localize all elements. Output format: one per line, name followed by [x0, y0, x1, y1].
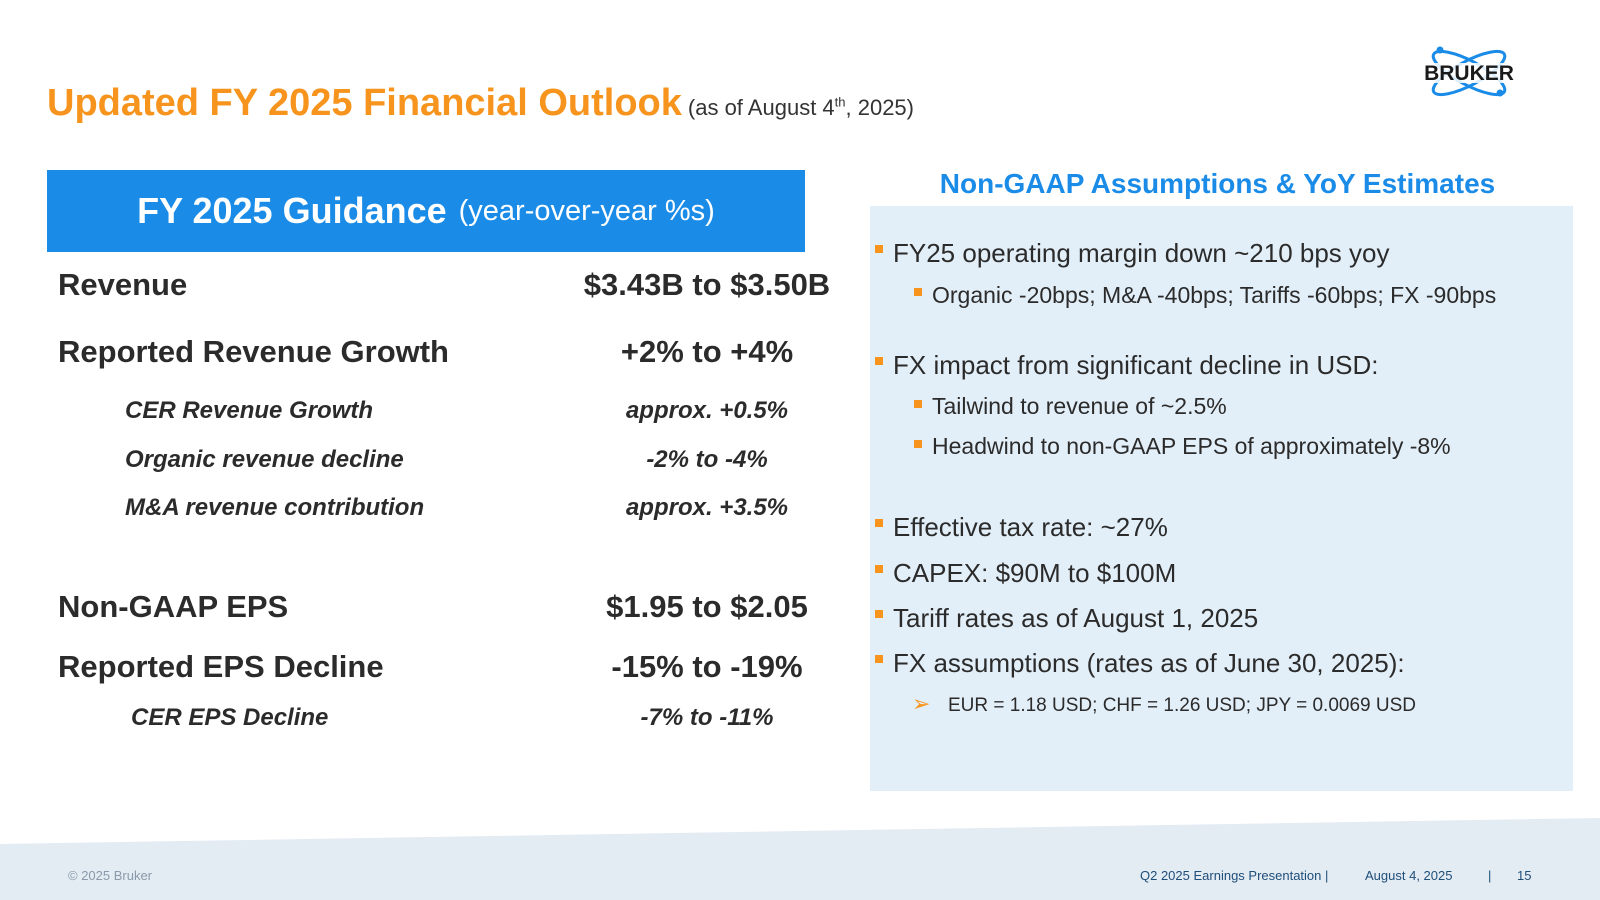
row-value: $3.43B to $3.50B: [583, 267, 831, 302]
title-main: Updated FY 2025 Financial Outlook: [47, 82, 682, 124]
assumption-subitem: Organic -20bps; M&A -40bps; Tariffs -60b…: [932, 282, 1497, 308]
bullet-icon: [875, 357, 883, 365]
row-label: Revenue: [58, 267, 188, 302]
row-label: Reported EPS Decline: [58, 649, 384, 684]
assumption-subitem: Tailwind to revenue of ~2.5%: [932, 393, 1227, 419]
assumption-subitem: Headwind to non-GAAP EPS of approximatel…: [932, 433, 1451, 459]
row-label: M&A revenue contribution: [125, 494, 425, 521]
subtitle-pre: (as of August 4: [687, 95, 835, 120]
row-value: $1.95 to $2.05: [606, 589, 808, 624]
guidance-header-sub: (year-over-year %s): [458, 194, 715, 227]
assumptions-title: Non-GAAP Assumptions & YoY Estimates: [939, 168, 1496, 199]
assumption-item: Effective tax rate: ~27%: [893, 512, 1168, 542]
assumption-item: CAPEX: $90M to $100M: [893, 558, 1177, 588]
subtitle-sup: th: [834, 94, 846, 110]
bullet-icon: [875, 655, 883, 663]
footer-separator: |: [1488, 868, 1492, 883]
footer-date: August 4, 2025: [1365, 868, 1453, 883]
bruker-logo: BRUKER: [1404, 38, 1534, 108]
row-value: -2% to -4%: [646, 446, 768, 473]
row-label: CER Revenue Growth: [125, 397, 374, 424]
row-value: approx. +3.5%: [625, 494, 789, 521]
row-value: -7% to -11%: [640, 704, 774, 731]
assumption-item: FX assumptions (rates as of June 30, 202…: [893, 648, 1405, 678]
subtitle-post: , 2025): [845, 95, 915, 120]
row-value: -15% to -19%: [611, 649, 803, 684]
assumption-item: FY25 operating margin down ~210 bps yoy: [893, 238, 1390, 268]
atom-logo-icon: BRUKER: [1404, 46, 1534, 97]
title-date-note: (as of August 4th, 2025): [688, 95, 914, 120]
guidance-header: FY 2025 Guidance (year-over-year %s): [47, 170, 805, 252]
logo-text: BRUKER: [1424, 62, 1514, 85]
assumption-detail: EUR = 1.18 USD; CHF = 1.26 USD; JPY = 0.…: [948, 695, 1416, 716]
assumption-item: Tariff rates as of August 1, 2025: [893, 603, 1259, 633]
page-number: 15: [1517, 868, 1532, 883]
footer-presentation: Q2 2025 Earnings Presentation |: [1140, 868, 1329, 883]
bullet-icon: [914, 288, 922, 296]
footer-band: [0, 818, 1600, 900]
bullet-icon: [875, 519, 883, 527]
row-label: Reported Revenue Growth: [58, 334, 449, 369]
row-label: CER EPS Decline: [131, 704, 329, 731]
bullet-icon: [875, 565, 883, 573]
row-value: approx. +0.5%: [625, 397, 789, 424]
assumption-item: FX impact from significant decline in US…: [893, 350, 1379, 380]
bullet-icon: [914, 400, 922, 408]
row-label: Non-GAAP EPS: [58, 589, 289, 624]
row-label: Organic revenue decline: [125, 446, 404, 473]
row-value: +2% to +4%: [620, 334, 794, 369]
footer-copyright: © 2025 Bruker: [68, 868, 153, 883]
assumptions-panel: [870, 206, 1573, 791]
slide-title: Updated FY 2025 Financial Outlook (as of …: [47, 82, 914, 125]
bullet-icon: [875, 245, 883, 253]
guidance-header-title: FY 2025 Guidance: [137, 190, 447, 231]
bullet-icon: [914, 440, 922, 448]
bullet-icon: [875, 610, 883, 618]
arrow-bullet-icon: ➢: [912, 691, 931, 716]
